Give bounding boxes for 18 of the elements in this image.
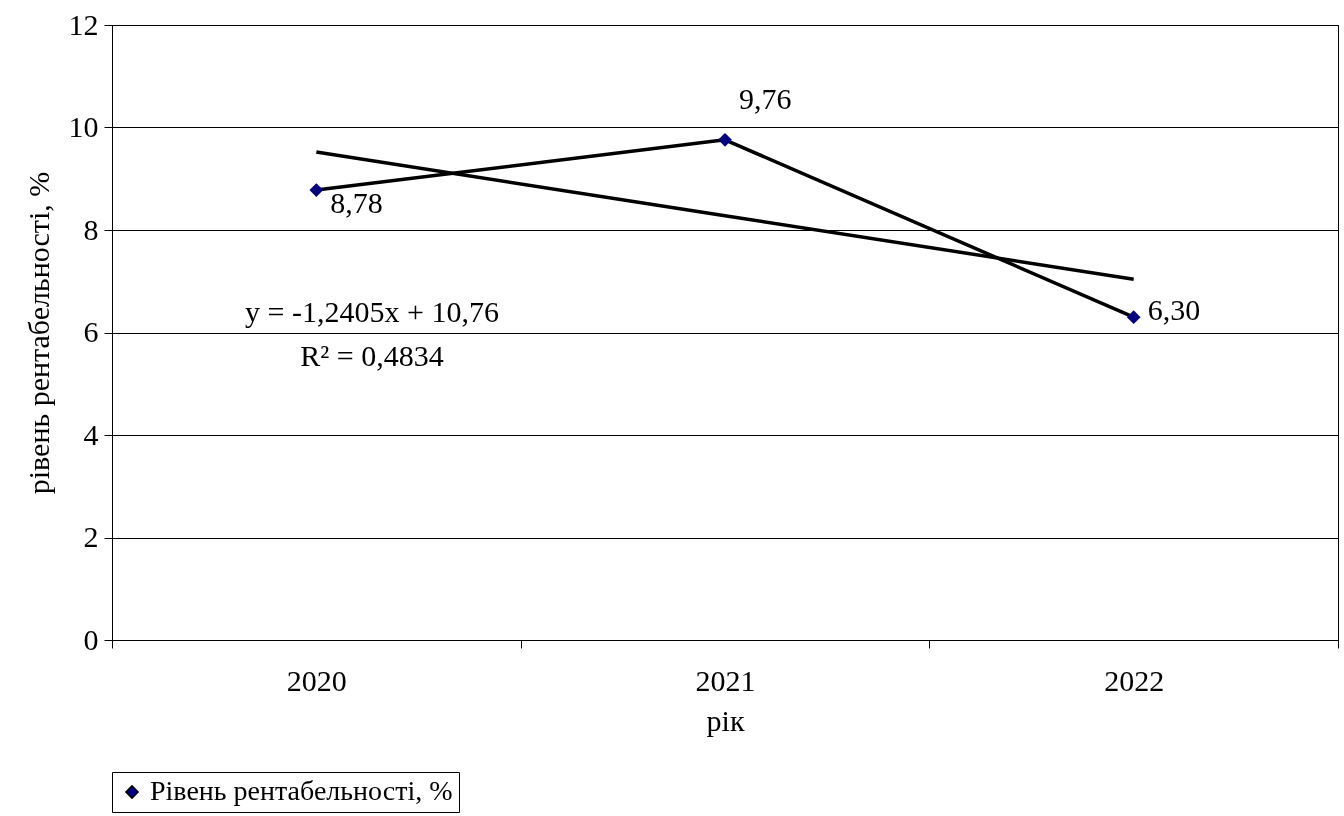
- y-tick-label: 4: [83, 417, 99, 451]
- y-tick-label: 8: [83, 212, 99, 246]
- y-tick-label: 6: [83, 315, 99, 348]
- x-tick-label: 2022: [1104, 663, 1165, 697]
- annotation: y = -1,2405x + 10,76: [245, 295, 499, 328]
- x-tick-label: 2021: [695, 663, 756, 697]
- data-label: 9,76: [739, 81, 792, 115]
- x-axis-title: рік: [706, 703, 745, 737]
- y-tick-label: 0: [83, 622, 99, 656]
- y-axis-title: рівень рентабельності, %: [21, 171, 55, 495]
- data-label: 6,30: [1147, 293, 1201, 327]
- annotation: R² = 0,4834: [300, 339, 444, 372]
- y-tick-label: 10: [68, 110, 99, 143]
- x-tick-label: 2020: [286, 663, 347, 697]
- y-tick-label: 12: [68, 7, 99, 41]
- legend-label: Рівень рентабельності, %: [150, 775, 453, 806]
- y-tick-label: 2: [83, 520, 99, 553]
- data-label: 8,78: [330, 186, 383, 220]
